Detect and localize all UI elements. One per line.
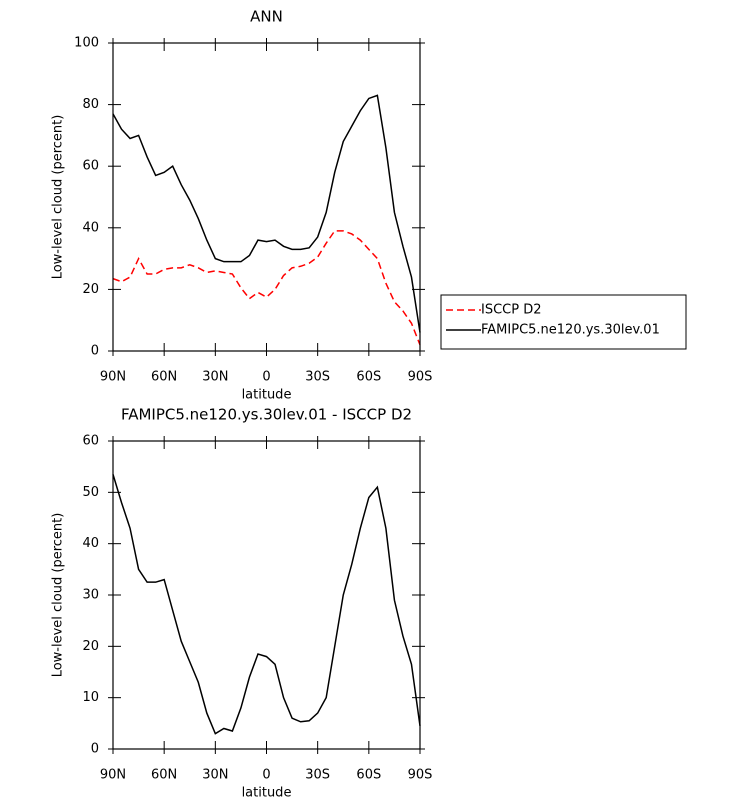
x-tick-label: 0: [262, 768, 270, 783]
y-tick-label: 30: [82, 588, 99, 603]
y-tick-label: 20: [82, 639, 99, 654]
plot-frame: [112, 42, 421, 352]
y-tick-label: 50: [82, 485, 99, 500]
legend-label: FAMIPC5.ne120.ys.30lev.01: [481, 323, 660, 338]
x-tick-label: 30N: [202, 768, 228, 783]
y-tick-label: 80: [82, 97, 99, 112]
x-tick-label: 90N: [100, 768, 126, 783]
y-tick-label: 60: [82, 434, 99, 449]
x-tick-label: 30S: [305, 768, 330, 783]
plot-frame: [112, 440, 421, 750]
y-tick-label: 40: [82, 536, 99, 551]
data-line: [112, 230, 421, 346]
y-tick-label: 60: [82, 159, 99, 174]
y-axis-label: Low-level cloud (percent): [51, 115, 66, 280]
x-axis-label: latitude: [242, 786, 292, 801]
x-tick-label: 30S: [305, 370, 330, 385]
data-line: [112, 474, 421, 735]
y-axis-label: Low-level cloud (percent): [51, 513, 66, 678]
x-tick-label: 60N: [151, 370, 177, 385]
y-tick-label: 100: [74, 36, 99, 51]
y-tick-label: 20: [82, 282, 99, 297]
y-tick-label: 0: [91, 742, 99, 757]
x-tick-label: 90S: [408, 370, 433, 385]
chart-title: ANN: [250, 8, 283, 26]
x-tick-label: 90N: [100, 370, 126, 385]
x-tick-label: 90S: [408, 768, 433, 783]
x-tick-label: 0: [262, 370, 270, 385]
x-tick-label: 60S: [356, 768, 381, 783]
x-tick-label: 30N: [202, 370, 228, 385]
x-tick-label: 60S: [356, 370, 381, 385]
legend-label: ISCCP D2: [481, 303, 542, 318]
chart-title: FAMIPC5.ne120.ys.30lev.01 - ISCCP D2: [121, 406, 412, 424]
data-line: [112, 94, 421, 333]
legend-box: [440, 294, 687, 350]
x-tick-label: 60N: [151, 768, 177, 783]
y-tick-label: 10: [82, 690, 99, 705]
y-tick-label: 40: [82, 220, 99, 235]
y-tick-label: 0: [91, 344, 99, 359]
x-axis-label: latitude: [242, 388, 292, 403]
